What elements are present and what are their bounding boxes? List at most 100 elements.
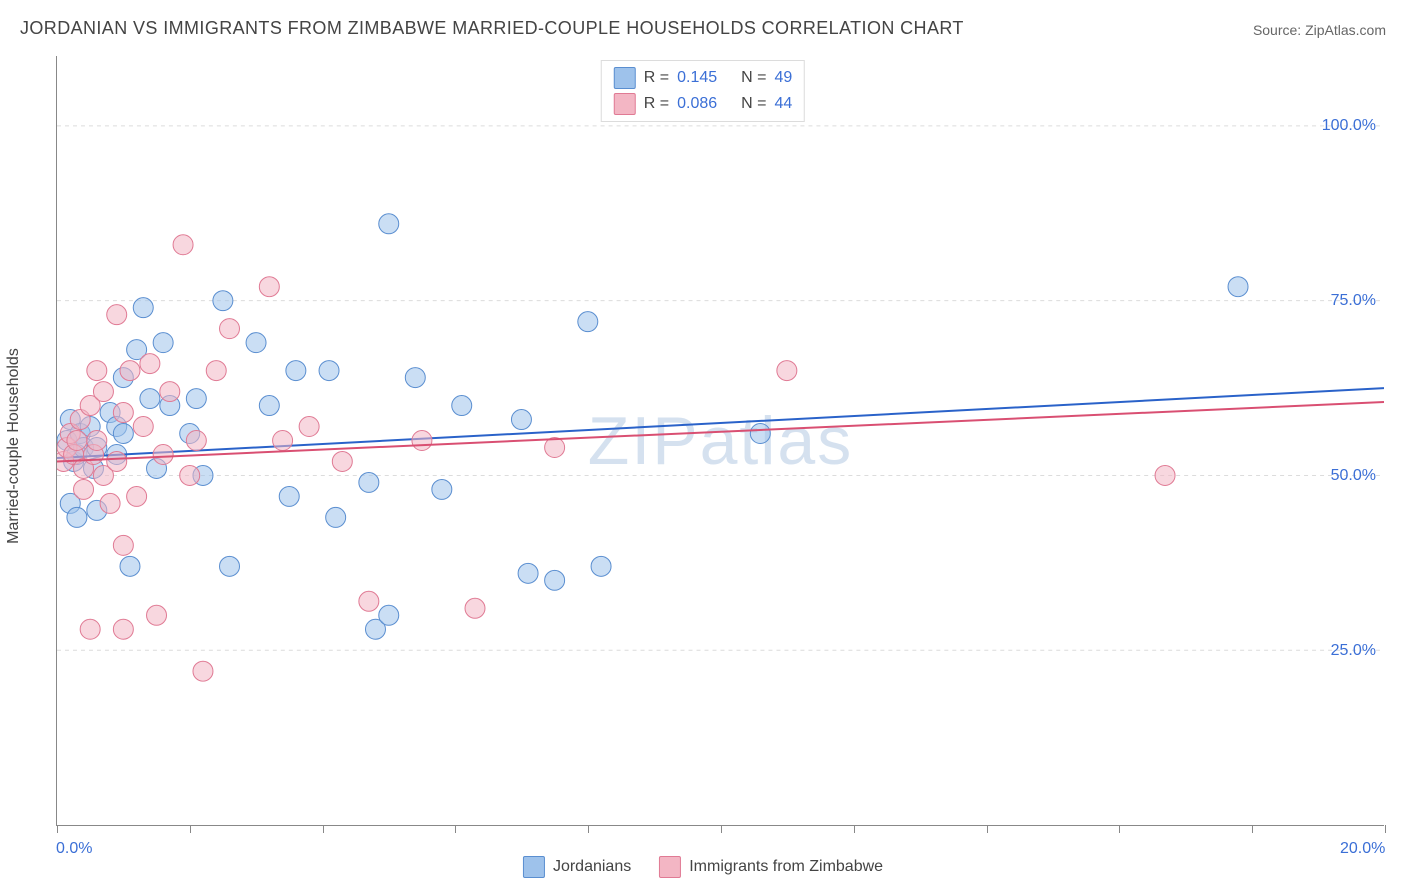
data-point <box>160 382 180 402</box>
r-value-zimbabwe: 0.086 <box>677 95 733 113</box>
data-point <box>332 451 352 471</box>
data-point <box>153 333 173 353</box>
data-point <box>511 410 531 430</box>
trend-line <box>57 402 1384 461</box>
x-tick <box>721 825 722 833</box>
data-point <box>465 598 485 618</box>
data-point <box>591 556 611 576</box>
data-point <box>87 431 107 451</box>
data-point <box>405 368 425 388</box>
n-value-jordanians: 49 <box>774 69 792 87</box>
data-point <box>359 472 379 492</box>
data-point <box>173 235 193 255</box>
data-point <box>1228 277 1248 297</box>
data-point <box>299 417 319 437</box>
data-point <box>279 486 299 506</box>
chart-title: JORDANIAN VS IMMIGRANTS FROM ZIMBABWE MA… <box>20 18 964 39</box>
source-attribution: Source: ZipAtlas.com <box>1253 22 1386 38</box>
series-legend: Jordanians Immigrants from Zimbabwe <box>523 856 883 878</box>
data-point <box>412 431 432 451</box>
data-point <box>180 465 200 485</box>
data-point <box>359 591 379 611</box>
data-point <box>259 277 279 297</box>
data-point <box>379 214 399 234</box>
data-point <box>133 298 153 318</box>
x-tick <box>1119 825 1120 833</box>
y-axis-title: Married-couple Households <box>5 348 23 544</box>
swatch-jordanians <box>614 67 636 89</box>
n-value-zimbabwe: 44 <box>774 95 792 113</box>
x-tick <box>1252 825 1253 833</box>
data-point <box>379 605 399 625</box>
x-tick <box>190 825 191 833</box>
data-point <box>107 451 127 471</box>
data-point <box>153 444 173 464</box>
data-point <box>67 431 87 451</box>
data-point <box>93 382 113 402</box>
legend-swatch <box>523 856 545 878</box>
data-point <box>193 661 213 681</box>
n-label: N = <box>741 69 766 87</box>
x-tick <box>323 825 324 833</box>
legend-row-jordanians: R = 0.145 N = 49 <box>614 65 792 91</box>
data-point <box>113 619 133 639</box>
r-value-jordanians: 0.145 <box>677 69 733 87</box>
swatch-zimbabwe <box>614 93 636 115</box>
scatter-chart <box>57 56 1384 825</box>
x-tick-label: 20.0% <box>1340 840 1385 858</box>
data-point <box>750 424 770 444</box>
data-point <box>113 424 133 444</box>
data-point <box>1155 465 1175 485</box>
legend-item: Immigrants from Zimbabwe <box>659 856 883 878</box>
x-tick-label: 0.0% <box>56 840 92 858</box>
data-point <box>432 479 452 499</box>
data-point <box>220 319 240 339</box>
x-tick <box>854 825 855 833</box>
correlation-legend: R = 0.145 N = 49 R = 0.086 N = 44 <box>601 60 805 122</box>
data-point <box>259 396 279 416</box>
data-point <box>286 361 306 381</box>
legend-label: Immigrants from Zimbabwe <box>689 858 883 876</box>
data-point <box>67 507 87 527</box>
data-point <box>127 486 147 506</box>
x-tick <box>57 825 58 833</box>
data-point <box>120 556 140 576</box>
data-point <box>74 479 94 499</box>
data-point <box>186 389 206 409</box>
x-tick <box>455 825 456 833</box>
y-tick-label: 100.0% <box>1322 117 1376 135</box>
data-point <box>777 361 797 381</box>
n-label: N = <box>741 95 766 113</box>
chart-container: JORDANIAN VS IMMIGRANTS FROM ZIMBABWE MA… <box>0 0 1406 892</box>
data-point <box>578 312 598 332</box>
trend-line <box>57 388 1384 458</box>
data-point <box>100 493 120 513</box>
y-tick-label: 75.0% <box>1331 292 1376 310</box>
x-tick <box>1385 825 1386 833</box>
data-point <box>518 563 538 583</box>
data-point <box>319 361 339 381</box>
data-point <box>452 396 472 416</box>
data-point <box>140 354 160 374</box>
data-point <box>213 291 233 311</box>
data-point <box>140 389 160 409</box>
legend-item: Jordanians <box>523 856 631 878</box>
data-point <box>107 305 127 325</box>
legend-row-zimbabwe: R = 0.086 N = 44 <box>614 91 792 117</box>
data-point <box>220 556 240 576</box>
data-point <box>87 361 107 381</box>
data-point <box>120 361 140 381</box>
r-label: R = <box>644 69 669 87</box>
data-point <box>246 333 266 353</box>
x-tick <box>588 825 589 833</box>
data-point <box>113 535 133 555</box>
data-point <box>133 417 153 437</box>
x-tick <box>987 825 988 833</box>
data-point <box>206 361 226 381</box>
data-point <box>186 431 206 451</box>
y-tick-label: 25.0% <box>1331 642 1376 660</box>
legend-label: Jordanians <box>553 858 631 876</box>
data-point <box>273 431 293 451</box>
data-point <box>545 570 565 590</box>
y-tick-label: 50.0% <box>1331 467 1376 485</box>
